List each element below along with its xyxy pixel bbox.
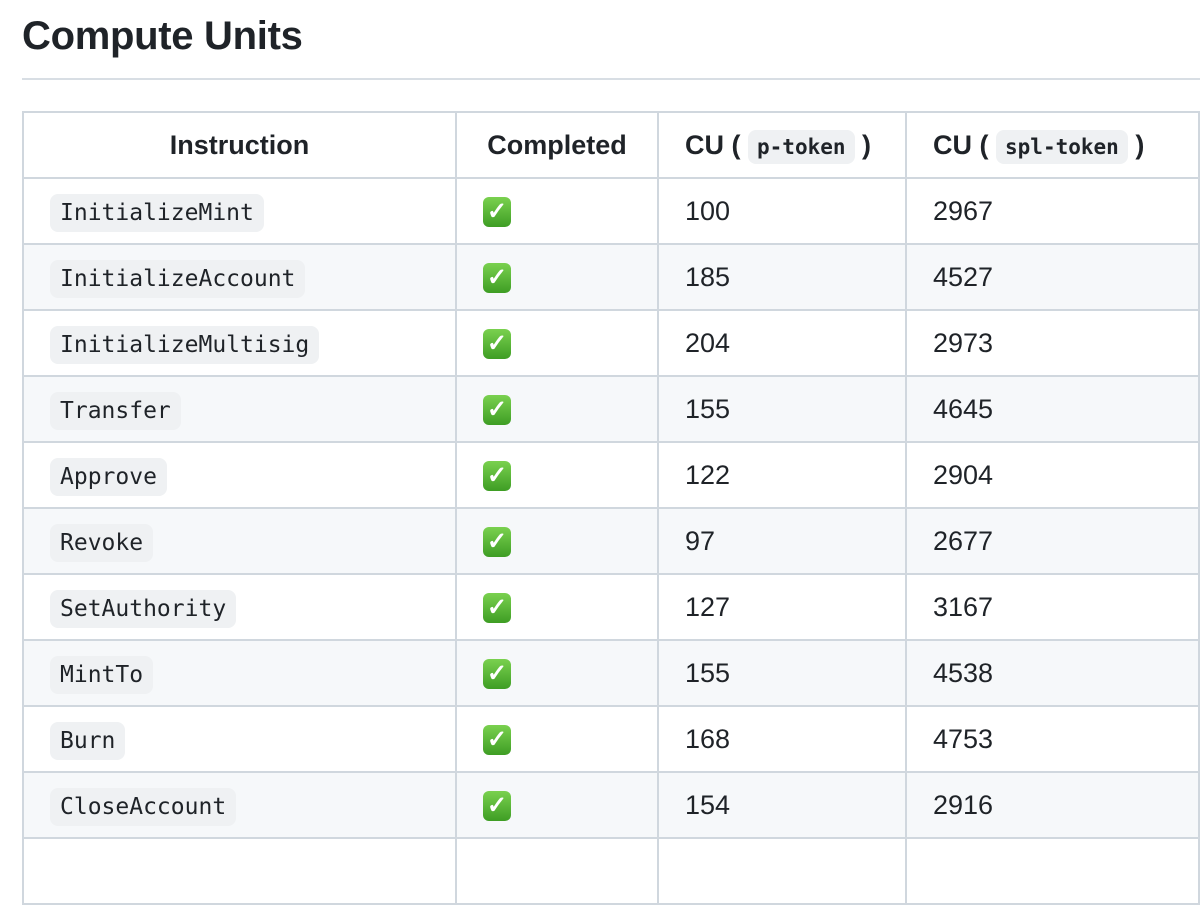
cell-instruction: InitializeMint [22,177,457,245]
header-cu-spl-token: CU ( spl-token ) [905,111,1200,179]
cell-completed: ✓ [455,309,659,377]
cell-cu-spl-token: 4538 [905,639,1200,707]
cell-completed: ✓ [455,375,659,443]
cell-cu-spl-token: 2967 [905,177,1200,245]
check-mark-icon: ✓ [483,724,511,755]
check-mark-icon: ✓ [483,262,511,293]
cell [455,837,659,905]
cell-cu-p-token: 204 [657,309,907,377]
table-row: InitializeAccount ✓ 185 4527 [22,243,1200,311]
cell-instruction: CloseAccount [22,771,457,839]
cell-cu-p-token: 185 [657,243,907,311]
cell-cu-spl-token: 2973 [905,309,1200,377]
check-mark-icon: ✓ [483,592,511,623]
instruction-name: Approve [50,457,167,496]
cell-cu-p-token: 155 [657,375,907,443]
cell-instruction: Transfer [22,375,457,443]
table-row-partial [22,837,1200,905]
cell-cu-spl-token: 2916 [905,771,1200,839]
cell-instruction: Approve [22,441,457,509]
cell-completed: ✓ [455,177,659,245]
instruction-name: InitializeMultisig [50,325,320,364]
cell-completed: ✓ [455,441,659,509]
heading-divider [22,78,1200,80]
cell-cu-p-token: 97 [657,507,907,575]
table-row: CloseAccount ✓ 154 2916 [22,771,1200,839]
header-text: ) [862,129,872,160]
check-mark-icon: ✓ [483,460,511,491]
check-mark-icon: ✓ [483,526,511,557]
header-text: CU ( [685,129,741,160]
instruction-name: Burn [50,721,126,760]
cell-cu-spl-token: 2904 [905,441,1200,509]
cell-completed: ✓ [455,705,659,773]
cell-cu-p-token: 154 [657,771,907,839]
table-row: InitializeMint ✓ 100 2967 [22,177,1200,245]
instruction-name: Transfer [50,391,181,430]
cell-completed: ✓ [455,507,659,575]
check-mark-icon: ✓ [483,658,511,689]
cell-completed: ✓ [455,573,659,641]
header-code: spl-token [996,129,1128,164]
check-mark-icon: ✓ [483,394,511,425]
instruction-name: Revoke [50,523,154,562]
cell-instruction: Burn [22,705,457,773]
cell-instruction: MintTo [22,639,457,707]
compute-units-table: Instruction Completed CU ( p-token ) CU … [22,111,1200,905]
cell [905,837,1200,905]
table-row: Burn ✓ 168 4753 [22,705,1200,773]
instruction-name: MintTo [50,655,154,694]
table-row: MintTo ✓ 155 4538 [22,639,1200,707]
cell-cu-spl-token: 3167 [905,573,1200,641]
cell [22,837,457,905]
page-title: Compute Units [22,14,303,58]
table-row: Revoke ✓ 97 2677 [22,507,1200,575]
instruction-name: SetAuthority [50,589,237,628]
header-instruction: Instruction [22,111,457,179]
cell-cu-p-token: 122 [657,441,907,509]
instruction-name: InitializeAccount [50,259,306,298]
cell-completed: ✓ [455,243,659,311]
cell-completed: ✓ [455,771,659,839]
cell-cu-spl-token: 4645 [905,375,1200,443]
header-completed: Completed [455,111,659,179]
table-row: InitializeMultisig ✓ 204 2973 [22,309,1200,377]
table-row: Approve ✓ 122 2904 [22,441,1200,509]
cell [657,837,907,905]
header-text: ) [1135,129,1145,160]
instruction-name: InitializeMint [50,193,264,232]
instruction-name: CloseAccount [50,787,237,826]
cell-instruction: InitializeAccount [22,243,457,311]
check-mark-icon: ✓ [483,790,511,821]
cell-instruction: Revoke [22,507,457,575]
cell-cu-p-token: 155 [657,639,907,707]
header-text: CU ( [933,129,989,160]
cell-cu-spl-token: 4527 [905,243,1200,311]
check-mark-icon: ✓ [483,328,511,359]
cell-cu-p-token: 100 [657,177,907,245]
cell-instruction: SetAuthority [22,573,457,641]
header-code: p-token [748,129,855,164]
table-header-row: Instruction Completed CU ( p-token ) CU … [22,111,1200,179]
cell-instruction: InitializeMultisig [22,309,457,377]
header-cu-p-token: CU ( p-token ) [657,111,907,179]
cell-cu-p-token: 168 [657,705,907,773]
cell-completed: ✓ [455,639,659,707]
check-mark-icon: ✓ [483,196,511,227]
table-row: Transfer ✓ 155 4645 [22,375,1200,443]
table-row: SetAuthority ✓ 127 3167 [22,573,1200,641]
cell-cu-spl-token: 4753 [905,705,1200,773]
cell-cu-p-token: 127 [657,573,907,641]
cell-cu-spl-token: 2677 [905,507,1200,575]
